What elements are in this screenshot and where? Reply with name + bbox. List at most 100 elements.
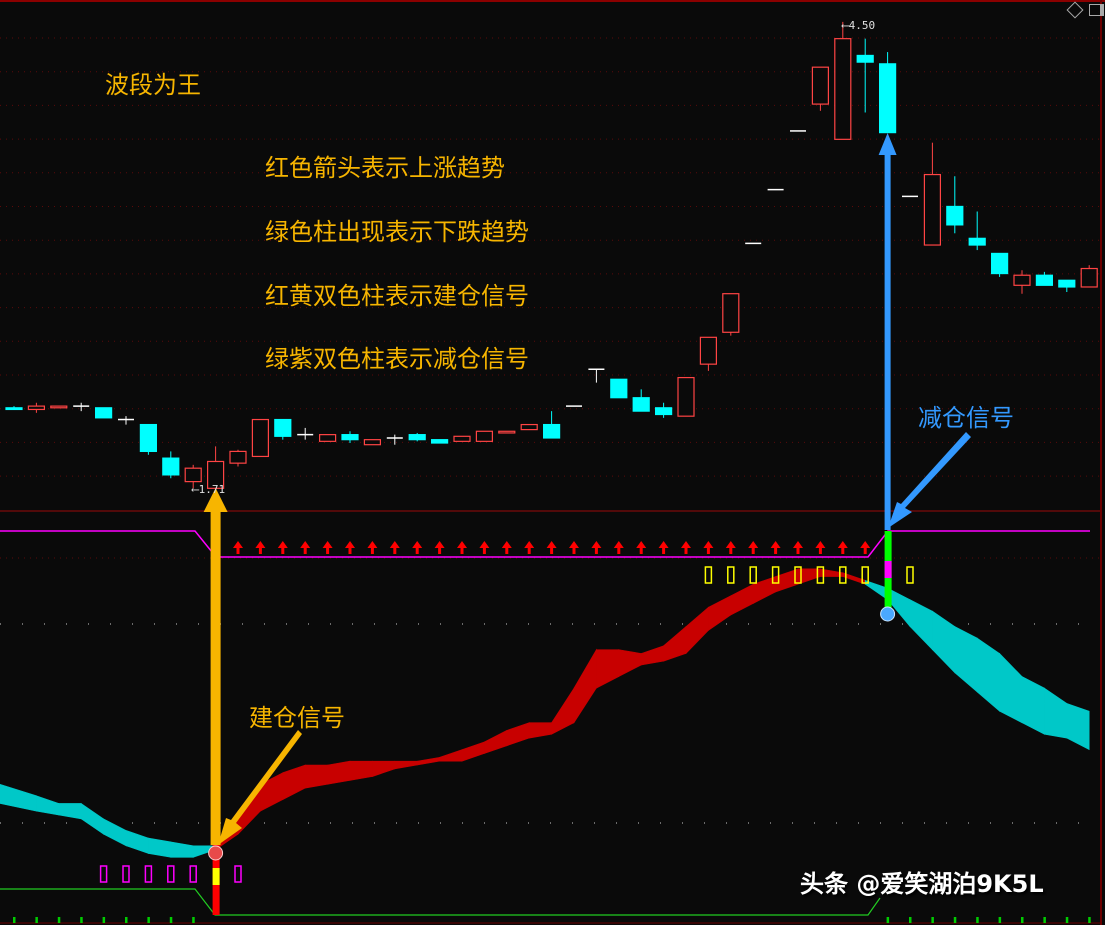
bottom-tick xyxy=(13,917,16,923)
trend-ribbon-segment xyxy=(125,829,149,854)
build-signal-ball xyxy=(208,845,224,861)
reduce-signal-ball xyxy=(880,606,896,622)
candle-body xyxy=(50,405,68,409)
up-arrow-icon xyxy=(546,541,557,554)
up-arrow-icon xyxy=(770,541,781,554)
candle-body xyxy=(229,450,247,464)
up-arrow-icon xyxy=(860,541,871,554)
panel-toggle-icon[interactable] xyxy=(1089,4,1104,16)
up-arrow-icon xyxy=(479,541,490,554)
candle-body xyxy=(363,439,381,446)
trend-ribbon-segment xyxy=(909,599,933,651)
trend-ribbon-segment xyxy=(618,649,642,678)
bottom-tick xyxy=(998,917,1002,923)
trend-ribbon-segment xyxy=(148,837,172,858)
up-arrow-icon xyxy=(277,541,288,554)
up-arrow-icon xyxy=(300,541,311,554)
candle-body xyxy=(520,423,538,431)
legend-line-4: 绿紫双色柱表示减仓信号 xyxy=(265,345,529,373)
trend-ribbon-segment xyxy=(730,583,754,616)
build-box-marker xyxy=(189,865,197,883)
candle-body xyxy=(834,38,852,140)
reduce-signal-annotation: 减仓信号 xyxy=(918,404,1014,432)
up-arrow-icon xyxy=(367,541,378,554)
legend-line-2: 绿色柱出现表示下跌趋势 xyxy=(265,218,529,246)
reduce-signal-bar-magenta xyxy=(884,561,892,578)
candle-body xyxy=(811,66,830,105)
up-arrow-icon xyxy=(658,541,669,554)
bottom-tick xyxy=(931,917,934,923)
trend-ribbon-segment xyxy=(394,760,418,770)
trend-ribbon-segment xyxy=(416,756,440,766)
bottom-tick xyxy=(909,917,912,923)
up-arrow-icon xyxy=(434,541,445,554)
reduce-box-marker xyxy=(906,566,914,584)
trend-ribbon-segment xyxy=(551,687,575,735)
up-arrow-icon xyxy=(636,541,647,554)
trend-ribbon-segment xyxy=(954,626,978,693)
up-arrow-icon xyxy=(233,541,243,554)
watermark: 头条 @爱笑湖泊9K5L xyxy=(800,870,1044,898)
bottom-line xyxy=(0,888,881,916)
bottom-tick xyxy=(1043,917,1046,923)
trend-ribbon-segment xyxy=(103,818,127,847)
up-arrow-icon xyxy=(501,541,512,554)
trend-ribbon-segment xyxy=(327,760,351,785)
reduce-box-marker xyxy=(861,566,869,584)
trend-ribbon-segment xyxy=(1066,703,1090,751)
candle-body xyxy=(610,378,628,399)
reduce-box-marker xyxy=(794,566,802,584)
trend-ribbon-segment xyxy=(484,729,508,754)
candle-body xyxy=(408,434,426,441)
up-arrow-icon xyxy=(412,541,423,554)
trend-ribbon-segment xyxy=(573,648,597,724)
up-arrow-icon xyxy=(322,541,333,554)
legend-line-1: 红色箭头表示上涨趋势 xyxy=(265,154,505,182)
chart-title: 波段为王 xyxy=(105,71,201,99)
bottom-tick xyxy=(192,917,195,923)
bottom-tick xyxy=(80,917,83,923)
trend-ribbon-segment xyxy=(999,652,1023,724)
build-box-marker xyxy=(122,865,130,883)
candle-body xyxy=(722,293,740,333)
candle-body xyxy=(27,405,45,411)
up-arrow-icon xyxy=(681,541,691,554)
trend-ribbon-segment xyxy=(80,802,104,835)
trend-ribbon-segment xyxy=(461,741,485,762)
up-arrow-icon xyxy=(815,541,826,554)
bottom-tick xyxy=(35,917,38,923)
reduce-box-marker xyxy=(839,566,847,584)
trend-ribbon-segment xyxy=(170,841,194,858)
candle-body xyxy=(341,434,359,441)
candle-body xyxy=(94,407,113,419)
up-arrow-icon xyxy=(345,541,355,554)
trend-ribbon-segment xyxy=(685,606,709,655)
reduce-box-marker xyxy=(749,566,757,584)
trend-ribbon-segment xyxy=(506,722,530,747)
trend-ribbon-segment xyxy=(36,795,60,816)
build-box-marker xyxy=(167,865,175,883)
build-signal-bar-yellow xyxy=(212,868,220,885)
reduce-box-marker xyxy=(771,566,780,584)
candle-body xyxy=(251,418,269,458)
bottom-tick xyxy=(1065,917,1069,923)
build-box-marker xyxy=(144,865,153,883)
up-arrow-icon xyxy=(793,541,803,554)
signal-line xyxy=(0,530,1090,558)
bottom-tick xyxy=(125,917,128,923)
blue-diagonal-arrow xyxy=(888,432,971,528)
candle-body xyxy=(274,418,292,437)
high-price-label: ⟵4.50 xyxy=(842,19,876,32)
trend-ribbon-segment xyxy=(58,803,82,820)
candle-body xyxy=(453,435,471,442)
trend-ribbon-segment xyxy=(976,637,1000,712)
trend-ribbon-segment xyxy=(932,610,956,674)
up-arrow-icon xyxy=(524,541,535,554)
low-price-label: ⟵1.71 xyxy=(192,483,226,496)
trend-ribbon-segment xyxy=(528,722,552,739)
candle-body xyxy=(990,252,1009,275)
trend-ribbon-segment xyxy=(663,625,687,662)
up-arrow-icon xyxy=(703,541,714,554)
reduce-box-marker xyxy=(816,566,825,584)
